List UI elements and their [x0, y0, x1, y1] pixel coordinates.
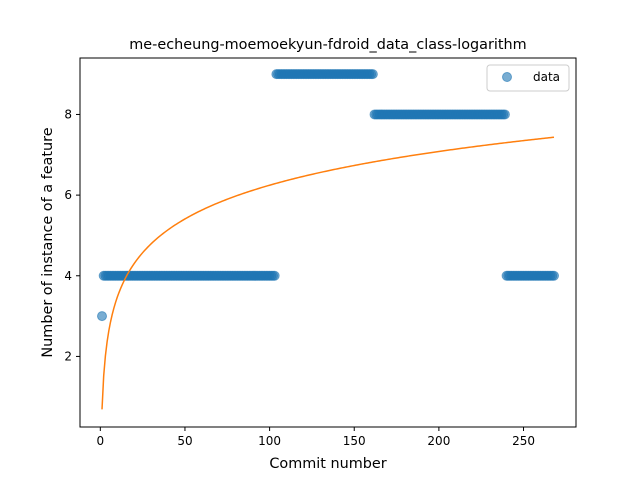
x-tick-label: 200: [427, 434, 450, 448]
x-axis-label: Commit number: [269, 456, 386, 472]
scatter-point: [368, 70, 377, 79]
scatter-point: [500, 110, 509, 119]
scatter-point: [549, 271, 558, 280]
legend-label-data: data: [533, 70, 560, 84]
x-tick-label: 0: [96, 434, 104, 448]
x-tick-label: 100: [258, 434, 281, 448]
x-tick-label: 150: [343, 434, 366, 448]
scatter-point: [270, 271, 279, 280]
chart-title: me-echeung-moemoekyun-fdroid_data_class-…: [129, 37, 526, 53]
x-tick-label: 50: [177, 434, 192, 448]
y-axis-label: Number of instance of a feature: [40, 127, 56, 357]
y-tick-label: 4: [64, 269, 72, 283]
y-tick-label: 8: [64, 107, 72, 121]
legend-marker-data: [503, 73, 512, 82]
y-tick-label: 2: [64, 349, 72, 363]
x-tick-label: 250: [512, 434, 535, 448]
y-tick-label: 6: [64, 188, 72, 202]
scatter-point: [98, 312, 107, 321]
legend: data: [487, 65, 569, 91]
